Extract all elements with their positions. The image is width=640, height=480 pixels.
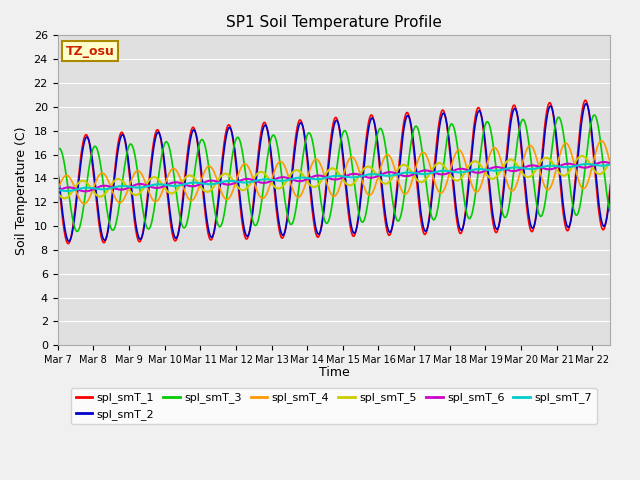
spl_smT_1 [65,241,72,247]
spl_smT_2 [65,239,73,244]
spl_smT_6 [472,170,480,176]
spl_smT_7 [582,161,590,167]
spl_smT_5 [264,174,271,180]
spl_smT_7 [214,180,221,186]
spl_smT_6 [600,159,608,165]
spl_smT_2 [607,188,614,193]
spl_smT_5 [61,195,68,201]
spl_smT_7 [607,162,614,168]
Text: TZ_osu: TZ_osu [66,45,115,58]
spl_smT_6 [154,185,161,191]
spl_smT_4 [264,189,271,195]
spl_smT_7 [54,187,61,193]
spl_smT_4 [607,161,614,167]
spl_smT_7 [164,182,172,188]
spl_smT_3 [607,209,614,215]
Line: spl_smT_4: spl_smT_4 [58,141,611,204]
Line: spl_smT_2: spl_smT_2 [58,104,611,241]
spl_smT_3 [534,205,541,211]
spl_smT_1 [264,128,271,134]
Line: spl_smT_3: spl_smT_3 [58,115,611,231]
Line: spl_smT_7: spl_smT_7 [58,164,611,191]
spl_smT_3 [591,112,598,118]
spl_smT_3 [472,186,480,192]
spl_smT_5 [154,176,161,181]
spl_smT_7 [264,177,271,182]
spl_smT_2 [164,187,172,193]
spl_smT_2 [54,166,61,171]
Y-axis label: Soil Temperature (C): Soil Temperature (C) [15,126,28,254]
spl_smT_2 [154,130,161,136]
spl_smT_3 [264,154,271,159]
spl_smT_1 [54,171,61,177]
spl_smT_4 [164,174,172,180]
spl_smT_6 [214,179,221,185]
spl_smT_4 [214,178,221,184]
spl_smT_5 [472,158,480,164]
spl_smT_7 [63,188,70,194]
spl_smT_2 [582,101,590,107]
spl_smT_1 [534,200,541,206]
Legend: spl_smT_1, spl_smT_2, spl_smT_3, spl_smT_4, spl_smT_5, spl_smT_6, spl_smT_7: spl_smT_1, spl_smT_2, spl_smT_3, spl_smT… [71,388,596,424]
Line: spl_smT_1: spl_smT_1 [58,100,611,244]
spl_smT_1 [607,181,614,187]
spl_smT_6 [54,188,61,194]
spl_smT_6 [164,181,172,187]
spl_smT_6 [81,189,89,194]
spl_smT_5 [534,164,541,170]
spl_smT_7 [154,181,161,187]
spl_smT_6 [264,180,271,185]
Line: spl_smT_6: spl_smT_6 [58,162,611,192]
spl_smT_4 [472,189,480,195]
spl_smT_1 [214,204,221,209]
spl_smT_5 [214,178,221,184]
spl_smT_2 [214,208,221,214]
spl_smT_3 [164,140,172,145]
spl_smT_3 [74,228,81,234]
spl_smT_4 [81,201,88,207]
spl_smT_5 [54,190,61,196]
spl_smT_7 [534,165,541,171]
spl_smT_6 [607,160,614,166]
spl_smT_2 [472,116,480,122]
spl_smT_5 [607,158,614,164]
spl_smT_1 [582,97,589,103]
spl_smT_5 [164,189,172,194]
spl_smT_3 [54,148,61,154]
spl_smT_1 [154,127,161,132]
Line: spl_smT_5: spl_smT_5 [58,156,611,198]
Title: SP1 Soil Temperature Profile: SP1 Soil Temperature Profile [226,15,442,30]
spl_smT_4 [154,198,161,204]
spl_smT_4 [598,138,605,144]
spl_smT_4 [534,158,541,164]
spl_smT_4 [54,187,61,193]
spl_smT_2 [264,127,271,133]
spl_smT_3 [214,220,221,226]
spl_smT_5 [578,153,586,159]
spl_smT_1 [472,110,480,116]
X-axis label: Time: Time [319,366,349,379]
spl_smT_3 [154,184,161,190]
spl_smT_6 [534,163,541,169]
spl_smT_1 [164,194,172,200]
spl_smT_7 [472,167,480,172]
spl_smT_2 [534,204,541,210]
